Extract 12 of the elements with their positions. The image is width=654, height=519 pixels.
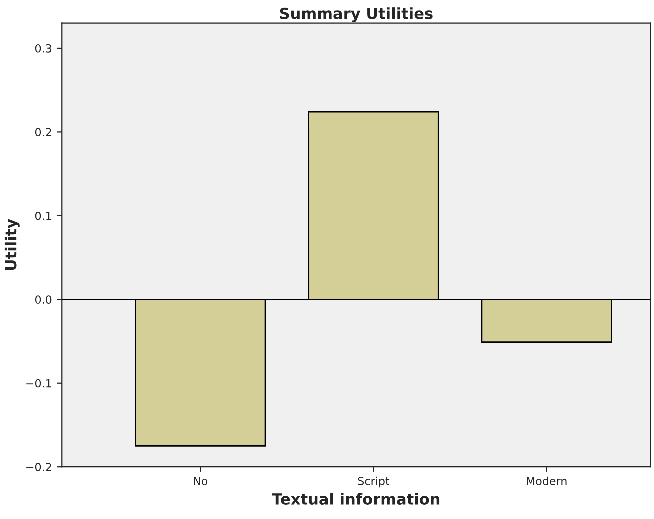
y-tick-label: 0.1 xyxy=(35,212,52,220)
chart-title: Summary Utilities xyxy=(280,8,433,22)
y-tick-label: 0.0 xyxy=(35,296,52,304)
x-tick-label: No xyxy=(194,477,208,486)
y-axis-title: Utility xyxy=(4,219,20,270)
y-tick-label: 0.3 xyxy=(35,44,52,53)
y-tick-label: 0.2 xyxy=(35,128,52,137)
x-tick-label: Modern xyxy=(527,476,567,486)
x-axis-title: Textual information xyxy=(272,493,440,505)
x-tick-label: Script xyxy=(358,476,390,488)
y-tick-label: −0.2 xyxy=(26,463,52,472)
y-tick-label: −0.1 xyxy=(26,379,52,388)
